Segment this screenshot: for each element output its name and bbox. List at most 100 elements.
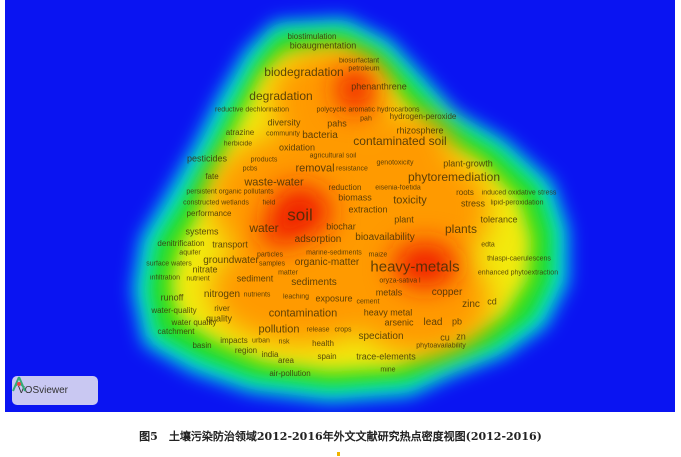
- term-label[interactable]: eisenia-foetida: [375, 184, 421, 192]
- term-label[interactable]: trace-elements: [356, 351, 416, 362]
- term-label[interactable]: india: [261, 350, 279, 359]
- term-label[interactable]: pb: [451, 316, 463, 327]
- term-label[interactable]: roots: [456, 188, 474, 197]
- term-label[interactable]: atrazine: [225, 128, 255, 137]
- term-label[interactable]: toxicity: [393, 194, 427, 207]
- term-label[interactable]: enhanced phytoextraction: [477, 269, 559, 277]
- term-label[interactable]: genotoxicity: [376, 159, 414, 167]
- term-label[interactable]: field: [262, 199, 276, 207]
- density-map[interactable]: biostimulation bioaugmentation biosurfacta…: [5, 0, 675, 412]
- term-label[interactable]: crops: [334, 326, 352, 334]
- term-label[interactable]: health: [312, 339, 334, 348]
- term-label[interactable]: cement: [356, 298, 380, 306]
- term-label[interactable]: contamination: [268, 307, 338, 320]
- term-label[interactable]: petroleum: [348, 65, 380, 73]
- term-label[interactable]: edta: [481, 241, 495, 249]
- term-label[interactable]: degradation: [249, 89, 313, 103]
- term-label[interactable]: resistance: [336, 165, 368, 173]
- term-label[interactable]: heavy-metals: [370, 258, 460, 276]
- term-label[interactable]: infiltration: [150, 274, 180, 282]
- term-label[interactable]: cu: [440, 332, 450, 343]
- term-label[interactable]: speciation: [358, 331, 404, 342]
- term-label[interactable]: pollution: [258, 323, 300, 336]
- term-label[interactable]: leaching: [282, 293, 310, 301]
- term-label[interactable]: products: [250, 156, 278, 164]
- term-label[interactable]: phenanthrene: [351, 81, 407, 92]
- term-label[interactable]: water-quality: [151, 306, 197, 315]
- term-label[interactable]: arsenic: [384, 317, 414, 328]
- term-label[interactable]: plant: [394, 214, 414, 225]
- term-label[interactable]: polycyclic aromatic hydrocarbons: [316, 106, 420, 114]
- term-label[interactable]: runoff: [160, 292, 184, 303]
- term-label[interactable]: rhizosphere: [396, 125, 444, 136]
- term-label[interactable]: nitrate: [192, 264, 218, 275]
- term-label[interactable]: matter: [278, 269, 298, 277]
- term-label[interactable]: metals: [375, 287, 403, 298]
- term-label[interactable]: organic-matter: [294, 257, 360, 268]
- term-label[interactable]: marine-sediments: [306, 249, 362, 257]
- term-label[interactable]: air-pollution: [269, 369, 311, 378]
- term-label[interactable]: lead: [423, 317, 443, 328]
- term-label[interactable]: basin: [192, 341, 212, 350]
- term-label[interactable]: pah: [360, 115, 372, 123]
- term-label[interactable]: denitrification: [157, 239, 205, 248]
- term-label[interactable]: pahs: [327, 118, 347, 129]
- term-label[interactable]: stress: [460, 198, 486, 209]
- term-label[interactable]: spain: [317, 352, 337, 361]
- term-label[interactable]: induced oxidative stress: [481, 189, 557, 197]
- term-label[interactable]: impacts: [220, 336, 248, 345]
- term-label[interactable]: sediments: [291, 277, 337, 288]
- term-label[interactable]: phytoavailability: [416, 342, 466, 350]
- term-label[interactable]: fate: [205, 172, 219, 181]
- term-label[interactable]: nutrients: [243, 291, 271, 299]
- term-label[interactable]: heavy metal: [363, 307, 413, 318]
- term-label[interactable]: maize: [368, 251, 388, 259]
- term-label[interactable]: particles: [256, 251, 284, 259]
- term-label[interactable]: removal: [295, 162, 335, 175]
- term-label[interactable]: constructed wetlands: [183, 199, 249, 207]
- term-label[interactable]: pesticides: [186, 153, 228, 164]
- term-label[interactable]: groundwater: [203, 255, 259, 266]
- term-label[interactable]: oryza-sativa l: [379, 277, 421, 285]
- term-label[interactable]: aquifer: [179, 249, 201, 257]
- term-label[interactable]: adsorption: [294, 234, 342, 245]
- term-label[interactable]: thlaspi-caerulescens: [487, 255, 551, 263]
- term-label[interactable]: waste-water: [244, 176, 304, 189]
- term-label[interactable]: oxidation: [278, 142, 316, 153]
- term-label[interactable]: risk: [278, 338, 290, 346]
- term-label[interactable]: systems: [185, 226, 219, 237]
- term-label[interactable]: performance: [186, 209, 232, 218]
- term-label[interactable]: cd: [487, 296, 497, 307]
- term-label[interactable]: community: [266, 130, 300, 138]
- term-label[interactable]: pcbs: [242, 165, 258, 173]
- term-label[interactable]: river: [214, 304, 230, 313]
- term-label[interactable]: sediment: [236, 273, 274, 284]
- term-label[interactable]: persistent organic pollutants: [186, 188, 274, 196]
- term-label[interactable]: bioaugmentation: [289, 40, 357, 51]
- term-label[interactable]: region: [234, 346, 258, 355]
- term-label[interactable]: biostimulation: [287, 32, 337, 41]
- term-label[interactable]: catchment: [157, 327, 195, 336]
- term-label[interactable]: samples: [258, 260, 286, 268]
- term-label[interactable]: nutrient: [186, 275, 210, 283]
- term-label[interactable]: area: [277, 356, 295, 365]
- term-label[interactable]: phytoremediation: [407, 170, 501, 184]
- term-label[interactable]: biodegradation: [264, 65, 344, 79]
- term-label[interactable]: plant-growth: [443, 158, 493, 169]
- term-label[interactable]: water quality: [171, 318, 217, 327]
- term-label[interactable]: zn: [456, 331, 466, 342]
- term-label[interactable]: tolerance: [480, 214, 518, 225]
- term-label[interactable]: exposure: [315, 293, 353, 304]
- term-label[interactable]: bacteria: [302, 130, 338, 141]
- term-label[interactable]: extraction: [348, 204, 388, 215]
- term-label[interactable]: urban: [252, 337, 270, 345]
- term-label[interactable]: mine: [380, 366, 396, 374]
- term-label[interactable]: plants: [444, 222, 478, 236]
- term-label[interactable]: copper: [431, 287, 463, 298]
- term-label[interactable]: biosurfactant: [338, 57, 380, 65]
- term-label[interactable]: transport: [212, 239, 248, 250]
- term-label[interactable]: soil: [287, 205, 313, 225]
- term-label[interactable]: contaminated soil: [353, 134, 447, 148]
- term-label[interactable]: nitrogen: [203, 289, 241, 300]
- term-label[interactable]: zinc: [462, 299, 480, 310]
